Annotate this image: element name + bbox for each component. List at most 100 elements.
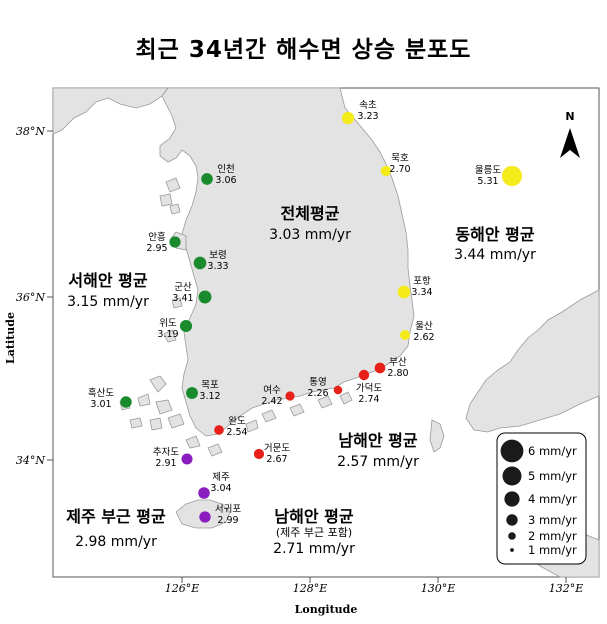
legend-marker xyxy=(500,439,524,463)
average-jeju: 제주 부근 평균 2.98 mm/yr xyxy=(66,507,166,550)
station-marker xyxy=(400,330,410,340)
legend-box xyxy=(496,432,587,565)
x-axis-label: Longitude xyxy=(295,603,358,616)
station-name: 울산 xyxy=(415,321,433,332)
station-통영: 통영2.26 xyxy=(307,377,343,399)
station-부산: 부산2.80 xyxy=(374,357,409,379)
station-value: 3.33 xyxy=(207,261,228,272)
station-value: 3.23 xyxy=(357,111,378,122)
station-완도: 완도2.54 xyxy=(214,416,248,438)
station-value: 2.54 xyxy=(226,427,247,438)
average-jeju-title: 제주 부근 평균 xyxy=(66,507,166,526)
station-marker xyxy=(253,448,265,460)
station-marker xyxy=(120,396,132,408)
station-value: 2.74 xyxy=(358,394,379,405)
land-s-coast-islands xyxy=(245,391,353,433)
station-name: 울릉도 xyxy=(475,165,501,176)
legend-item: 3 mm/yr xyxy=(506,513,577,527)
station-marker xyxy=(214,425,224,435)
legend-item: 2 mm/yr xyxy=(508,529,577,543)
station-value: 2.70 xyxy=(389,164,410,175)
x-tick-label: 126°E xyxy=(165,582,200,595)
station-value: 2.62 xyxy=(413,332,434,343)
average-south-jeju-title: 남해안 평균 xyxy=(274,507,353,526)
station-marker xyxy=(193,256,207,270)
legend-marker xyxy=(510,548,514,552)
land-w-coast-islands xyxy=(159,177,183,343)
station-name: 완도 xyxy=(228,416,246,427)
station-value: 2.67 xyxy=(266,454,287,465)
station-name: 거문도 xyxy=(264,443,290,454)
station-name: 목포 xyxy=(201,380,219,391)
station-marker xyxy=(333,385,343,395)
station-인천: 인천3.06 xyxy=(201,164,237,186)
map-title: 최근 34년간 해수면 상승 분포도 xyxy=(135,37,472,63)
station-포항: 포항3.34 xyxy=(397,276,433,299)
station-name: 위도 xyxy=(159,317,177,329)
station-marker xyxy=(201,173,213,185)
north-arrow: N xyxy=(560,110,580,158)
legend-label: 3 mm/yr xyxy=(528,513,577,527)
legend-label: 1 mm/yr xyxy=(528,543,577,557)
station-name: 제주 xyxy=(212,472,230,483)
station-여수: 여수2.42 xyxy=(261,384,295,407)
station-marker xyxy=(186,387,198,399)
legend-marker xyxy=(508,532,516,540)
station-목포: 목포3.12 xyxy=(186,380,221,402)
station-value: 3.06 xyxy=(215,175,236,186)
average-south-jeju: 남해안 평균 (제주 부근 포함) 2.71 mm/yr xyxy=(273,507,355,557)
station-marker xyxy=(179,319,193,333)
station-value: 2.26 xyxy=(307,388,328,399)
average-south: 남해안 평균 2.57 mm/yr xyxy=(337,431,419,470)
station-보령: 보령3.33 xyxy=(193,249,229,272)
station-marker xyxy=(397,285,411,299)
station-name: 가덕도 xyxy=(356,383,382,394)
station-군산: 군산3.41 xyxy=(172,282,212,304)
average-south-title: 남해안 평균 xyxy=(338,431,417,450)
legend-label: 4 mm/yr xyxy=(528,492,577,506)
station-name: 속초 xyxy=(359,100,377,111)
station-value: 2.95 xyxy=(146,243,167,254)
average-west-title: 서해안 평균 xyxy=(68,271,147,290)
legend-item: 4 mm/yr xyxy=(504,491,577,507)
station-value: 3.34 xyxy=(411,287,432,298)
land-sw-islands xyxy=(119,375,223,457)
station-value: 3.12 xyxy=(199,391,220,402)
station-value: 3.01 xyxy=(90,399,111,410)
average-west: 서해안 평균 3.15 mm/yr xyxy=(67,271,149,310)
station-name: 포항 xyxy=(413,276,431,287)
station-name: 통영 xyxy=(309,377,326,388)
station-위도: 위도3.19 xyxy=(157,317,193,340)
legend-marker xyxy=(506,514,518,526)
station-marker xyxy=(198,290,212,304)
legend-marker xyxy=(504,491,520,507)
station-value: 2.80 xyxy=(387,368,408,379)
average-total: 전체평균 3.03 mm/yr xyxy=(269,204,351,243)
station-marker xyxy=(380,165,392,177)
station-name: 흑산도 xyxy=(88,387,114,399)
station-묵호: 묵호2.70 xyxy=(380,153,411,177)
x-tick-label: 128°E xyxy=(293,582,328,595)
land xyxy=(52,87,600,578)
y-axis-label: Latitude xyxy=(4,312,17,364)
north-arrow-label: N xyxy=(565,110,574,123)
station-name: 군산 xyxy=(174,282,192,293)
legend-item: 1 mm/yr xyxy=(510,543,577,557)
legend-item: 5 mm/yr xyxy=(502,466,577,486)
station-marker xyxy=(198,487,210,499)
land-japan-north xyxy=(465,289,600,433)
station-안흥: 안흥2.95 xyxy=(146,231,181,254)
station-marker xyxy=(199,511,211,523)
station-marker xyxy=(341,111,355,125)
average-west-value: 3.15 mm/yr xyxy=(67,294,149,310)
legend-items: 6 mm/yr 5 mm/yr 4 mm/yr 3 mm/yr 2 mm/yr1 mm/… xyxy=(500,439,577,557)
x-tick-label: 130°E xyxy=(421,582,456,595)
y-tick-label: 36°N xyxy=(16,291,45,304)
y-tick-label: 34°N xyxy=(16,454,45,467)
station-name: 묵호 xyxy=(391,153,409,164)
average-jeju-value: 2.98 mm/yr xyxy=(75,534,157,550)
